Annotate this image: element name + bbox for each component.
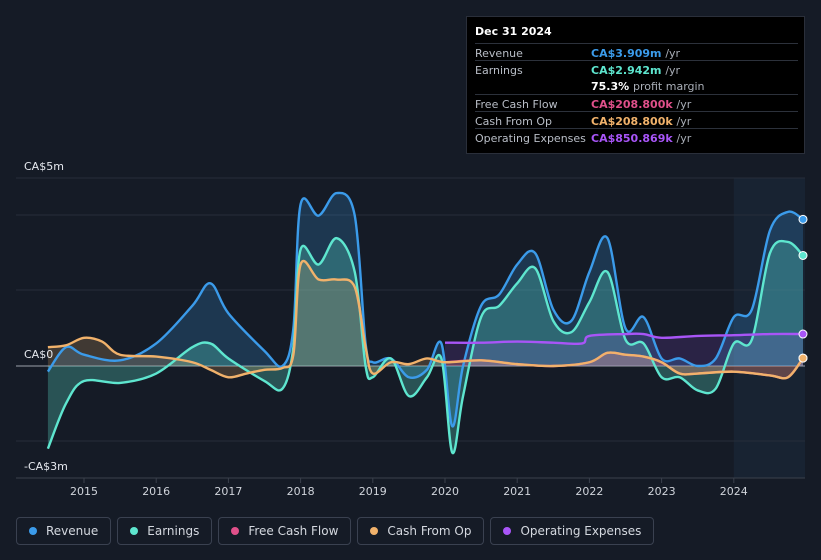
legend-item-earnings[interactable]: Earnings bbox=[117, 517, 213, 545]
x-tick-label: 2021 bbox=[503, 485, 531, 498]
revenue-line bbox=[46, 191, 804, 428]
legend-label: Free Cash Flow bbox=[248, 524, 339, 538]
x-tick-label: 2023 bbox=[648, 485, 676, 498]
tooltip-row-value: CA$208.800k /yr bbox=[591, 115, 692, 128]
legend-item-revenue[interactable]: Revenue bbox=[16, 517, 112, 545]
earnings-end-marker bbox=[798, 250, 808, 260]
tooltip-row: 75.3% profit margin bbox=[475, 77, 798, 94]
legend-item-cash-from-op[interactable]: Cash From Op bbox=[357, 517, 485, 545]
earnings-line bbox=[46, 236, 804, 455]
x-tick-label: 2019 bbox=[359, 485, 387, 498]
tooltip-row-unit: /yr bbox=[665, 64, 681, 77]
cash-from-op-end-marker bbox=[798, 353, 808, 363]
x-tick-label: 2016 bbox=[142, 485, 170, 498]
tooltip-row-value: CA$850.869k /yr bbox=[591, 132, 692, 145]
tooltip-row-value: CA$2.942m /yr bbox=[591, 64, 681, 77]
tooltip-row-unit: /yr bbox=[676, 98, 692, 111]
legend-dot-icon bbox=[503, 527, 512, 535]
tooltip: Dec 31 2024 Revenue CA$3.909m /yr Earnings… bbox=[466, 16, 805, 154]
legend-dot-icon bbox=[130, 527, 139, 535]
x-tick-label: 2015 bbox=[70, 485, 98, 498]
legend-label: Cash From Op bbox=[387, 524, 472, 538]
legend-dot-icon bbox=[370, 527, 379, 535]
tooltip-row-value: CA$3.909m /yr bbox=[591, 47, 681, 60]
tooltip-row-unit: /yr bbox=[676, 132, 692, 145]
x-tick-label: 2017 bbox=[214, 485, 242, 498]
legend-label: Operating Expenses bbox=[520, 524, 642, 538]
tooltip-row-value: CA$208.800k /yr bbox=[591, 98, 692, 111]
tooltip-row-label: Free Cash Flow bbox=[475, 98, 558, 111]
operating-expenses-area bbox=[445, 333, 803, 366]
x-tick-label: 2024 bbox=[720, 485, 748, 498]
operating-expenses-line bbox=[444, 332, 804, 346]
tooltip-row-label: Revenue bbox=[475, 47, 523, 60]
legend: Revenue Earnings Free Cash Flow Cash From O… bbox=[16, 517, 655, 547]
legend-label: Earnings bbox=[147, 524, 200, 538]
revenue-end-marker bbox=[798, 214, 808, 224]
x-tick-label: 2018 bbox=[287, 485, 315, 498]
y-label-zero: CA$0 bbox=[24, 348, 53, 361]
tooltip-row-unit: /yr bbox=[665, 47, 681, 60]
x-tick-label: 2020 bbox=[431, 485, 459, 498]
cash-from-op-line bbox=[47, 259, 804, 380]
tooltip-row-label: Cash From Op bbox=[475, 115, 553, 128]
revenue-area bbox=[47, 192, 803, 427]
tooltip-date: Dec 31 2024 bbox=[475, 25, 552, 38]
tooltip-row: Revenue CA$3.909m /yr bbox=[475, 43, 798, 61]
legend-dot-icon bbox=[231, 527, 240, 535]
legend-dot-icon bbox=[29, 527, 37, 535]
tooltip-row: Earnings CA$2.942m /yr bbox=[475, 60, 798, 78]
tooltip-row: Cash From Op CA$208.800k /yr bbox=[475, 111, 798, 129]
x-tick-label: 2022 bbox=[575, 485, 603, 498]
tooltip-row: Operating Expenses CA$850.869k /yr bbox=[475, 128, 798, 146]
legend-label: Revenue bbox=[46, 524, 99, 538]
tooltip-row-value: 75.3% profit margin bbox=[591, 80, 705, 93]
tooltip-row-label: Earnings bbox=[475, 64, 523, 77]
legend-item-free-cash-flow[interactable]: Free Cash Flow bbox=[218, 517, 352, 545]
y-label-bottom: -CA$3m bbox=[24, 460, 68, 473]
tooltip-row: Free Cash Flow CA$208.800k /yr bbox=[475, 94, 798, 112]
tooltip-row-unit: profit margin bbox=[633, 80, 705, 93]
forecast-highlight bbox=[733, 178, 805, 478]
earnings-area bbox=[47, 238, 803, 454]
cash-from-op-area bbox=[47, 260, 803, 379]
y-label-top: CA$5m bbox=[24, 160, 64, 173]
tooltip-row-label: Operating Expenses bbox=[475, 132, 586, 145]
operating-expenses-end-marker bbox=[798, 329, 808, 339]
legend-item-operating-expenses[interactable]: Operating Expenses bbox=[490, 517, 655, 545]
tooltip-row-unit: /yr bbox=[676, 115, 692, 128]
